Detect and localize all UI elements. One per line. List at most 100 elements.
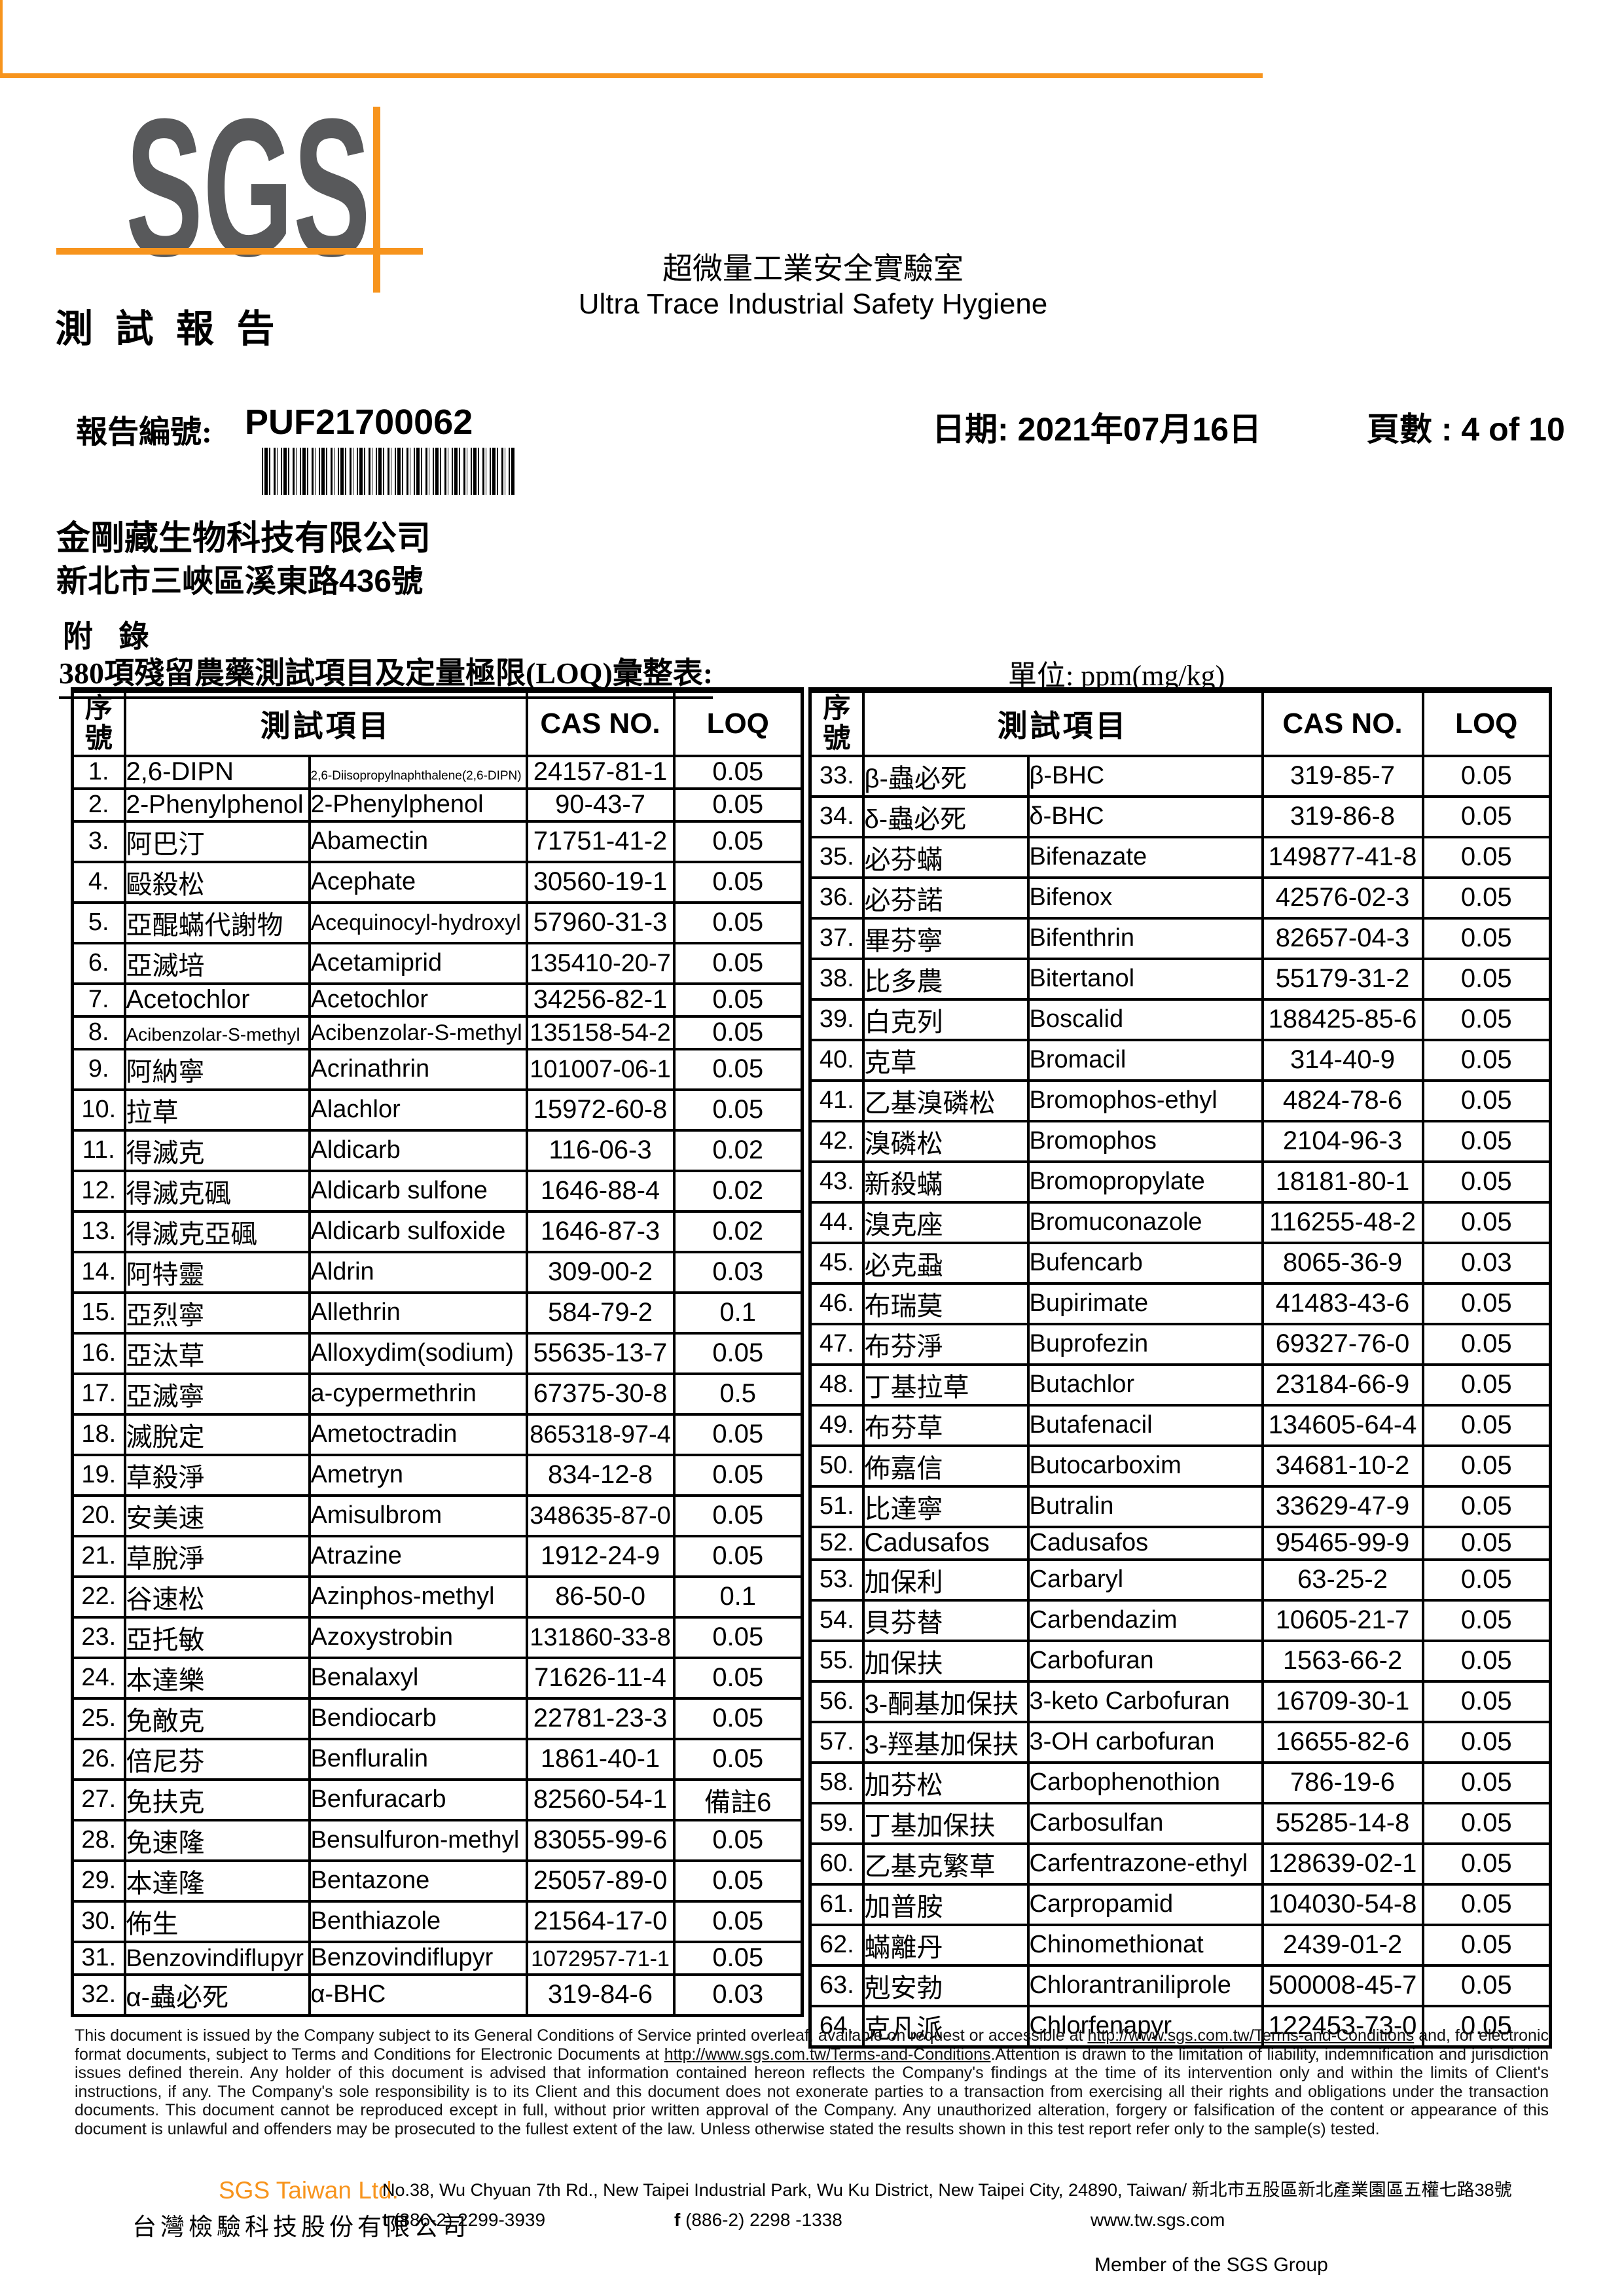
cell-en: Benalaxyl <box>308 1656 528 1700</box>
cell-loq: 0.05 <box>672 1088 804 1132</box>
cell-cas: 90-43-7 <box>525 787 676 823</box>
cell-cas: 82560-54-1 <box>525 1778 676 1821</box>
cell-zh: 乙基溴磷松 <box>861 1079 1030 1122</box>
cell-text: 0.05 <box>1460 1126 1512 1155</box>
cell-text: 38. <box>819 965 854 992</box>
cell-no: 47. <box>808 1322 865 1366</box>
cell-cas: 18181-80-1 <box>1261 1160 1424 1204</box>
cell-text: 14. <box>81 1258 117 1285</box>
cell-text: 0.05 <box>712 1420 764 1448</box>
cell-text: 3-keto Carbofuran <box>1029 1687 1230 1715</box>
terms-link[interactable]: http://www.sgs.com.tw/Terms-and-Conditio… <box>1087 2026 1415 2045</box>
cell-no: 34. <box>808 795 865 838</box>
table-row: 57. 3-羥基加保扶 3-OH carbofuran 16655-82-6 0.05 <box>808 1720 1552 1764</box>
cell-text: Chlorfenapyr <box>1029 2012 1172 2039</box>
cell-text: 0.05 <box>1460 1370 1512 1399</box>
cell-cas: 116-06-3 <box>525 1128 676 1172</box>
cell-text: Chlorantraniliprole <box>1029 1971 1231 1999</box>
table-header-row: 序 號 測試項目 CAS NO. LOQ <box>71 689 804 757</box>
cell-en: Carbofuran <box>1026 1639 1264 1683</box>
cell-text: Bentazone <box>310 1867 430 1894</box>
cell-text: Bromuconazole <box>1029 1208 1202 1236</box>
cell-loq: 0.02 <box>672 1210 804 1253</box>
cell-cas: 319-84-6 <box>525 1973 676 2017</box>
cell-text: Butralin <box>1029 1492 1114 1520</box>
cell-text: Cadusafos <box>864 1528 990 1557</box>
cell-text: 8. <box>88 1018 109 1047</box>
cell-zh: 本達隆 <box>123 1859 311 1903</box>
footer-orange-hline <box>0 73 1263 78</box>
cell-loq: 0.05 <box>672 1737 804 1781</box>
cell-cas: 23184-66-9 <box>1261 1363 1424 1407</box>
cell-text: 309-00-2 <box>547 1257 653 1286</box>
cell-en: 2-Phenylphenol <box>308 787 528 823</box>
cell-text: 62. <box>819 1931 854 1958</box>
cell-text: 36. <box>819 884 854 911</box>
cell-cas: 4824-78-6 <box>1261 1079 1424 1122</box>
cell-text: 834-12-8 <box>547 1460 653 1489</box>
cell-text: 0.05 <box>712 1825 764 1854</box>
cell-loq: 0.05 <box>672 1696 804 1740</box>
cell-cas: 319-85-7 <box>1261 754 1424 798</box>
cell-text: 44. <box>819 1208 854 1236</box>
table-row: 44. 溴克座 Bromuconazole 116255-48-2 0.05 <box>808 1200 1552 1244</box>
cell-en: Aldrin <box>308 1250 528 1294</box>
cell-text: Carfentrazone-ethyl <box>1029 1850 1248 1877</box>
cell-text: Bensulfuron-methyl <box>310 1826 520 1853</box>
cell-text: 22. <box>81 1583 117 1610</box>
cell-text: Butachlor <box>1029 1371 1135 1398</box>
cell-text: 15972-60-8 <box>533 1095 668 1124</box>
fax-number: (886-2) 2298 -1338 <box>680 2210 842 2230</box>
cell-text: 30560-19-1 <box>533 867 668 896</box>
cell-zh: 谷速松 <box>123 1575 311 1619</box>
cell-text: 3-羥基加保扶 <box>864 1730 1019 1759</box>
cell-en: Bifenthrin <box>1026 916 1264 960</box>
cell-text: 25. <box>81 1704 117 1732</box>
header-item: 測試項目 <box>123 689 528 757</box>
cell-text: 42. <box>819 1127 854 1155</box>
cell-no: 43. <box>808 1160 865 1204</box>
cell-text: 剋安勃 <box>864 1973 943 2003</box>
cell-text: 71626-11-4 <box>534 1663 666 1692</box>
cell-text: 0.05 <box>1460 1768 1512 1797</box>
cell-zh: 3-酮基加保扶 <box>861 1679 1030 1723</box>
cell-text: 比多農 <box>864 967 943 996</box>
cell-text: 47. <box>819 1330 854 1357</box>
cell-text: 55179-31-2 <box>1275 964 1410 993</box>
cell-zh: 阿巴汀 <box>123 819 311 863</box>
cell-cas: 2439-01-2 <box>1261 1923 1424 1967</box>
cell-text: 得滅克 <box>126 1138 205 1168</box>
cell-cas: 67375-30-8 <box>525 1372 676 1416</box>
cell-loq: 0.1 <box>672 1575 804 1619</box>
cell-text: β-BHC <box>1029 762 1105 789</box>
table-row: 19. 草殺淨 Ametryn 834-12-8 0.05 <box>71 1453 804 1497</box>
footer-website[interactable]: www.tw.sgs.com <box>1091 2210 1225 2230</box>
cell-text: Carbaryl <box>1029 1566 1124 1593</box>
cell-text: Benfuracarb <box>310 1785 446 1813</box>
cell-loq: 0.05 <box>672 1014 804 1050</box>
cell-text: 2,6-Diisopropylnaphthalene(2,6-DIPN) <box>310 769 522 783</box>
cell-no: 29. <box>71 1859 126 1903</box>
cell-text: 得滅克亞碸 <box>126 1219 257 1249</box>
cell-text: 865318-97-4 <box>530 1421 671 1448</box>
cell-cas: 71751-41-2 <box>525 819 676 863</box>
cell-text: Abamectin <box>310 827 429 855</box>
cell-zh: 布瑞莫 <box>861 1282 1030 1325</box>
cell-en: a-cypermethrin <box>308 1372 528 1416</box>
cell-text: Bromacil <box>1029 1046 1127 1073</box>
cell-loq: 0.05 <box>1421 1598 1552 1642</box>
table-row: 23. 亞托敏 Azoxystrobin 131860-33-8 0.05 <box>71 1615 804 1659</box>
cell-en: Azinphos-methyl <box>308 1575 528 1619</box>
table-row: 17. 亞滅寧 a-cypermethrin 67375-30-8 0.5 <box>71 1372 804 1416</box>
table-row: 59. 丁基加保扶 Carbosulfan 55285-14-8 0.05 <box>808 1801 1552 1845</box>
cell-text: 亞汰草 <box>126 1341 205 1371</box>
cell-zh: 克草 <box>861 1038 1030 1082</box>
terms-link[interactable]: http://www.sgs.com.tw/Terms-and-Conditio… <box>664 2045 991 2064</box>
cell-text: 0.05 <box>1460 1565 1512 1594</box>
cell-text: 0.05 <box>712 827 764 855</box>
cell-zh: 貝芬替 <box>861 1598 1030 1642</box>
cell-loq: 0.03 <box>672 1250 804 1294</box>
cell-text: 63-25-2 <box>1297 1565 1388 1594</box>
cell-text: Aldrin <box>310 1258 374 1285</box>
cell-no: 30. <box>71 1899 126 1943</box>
